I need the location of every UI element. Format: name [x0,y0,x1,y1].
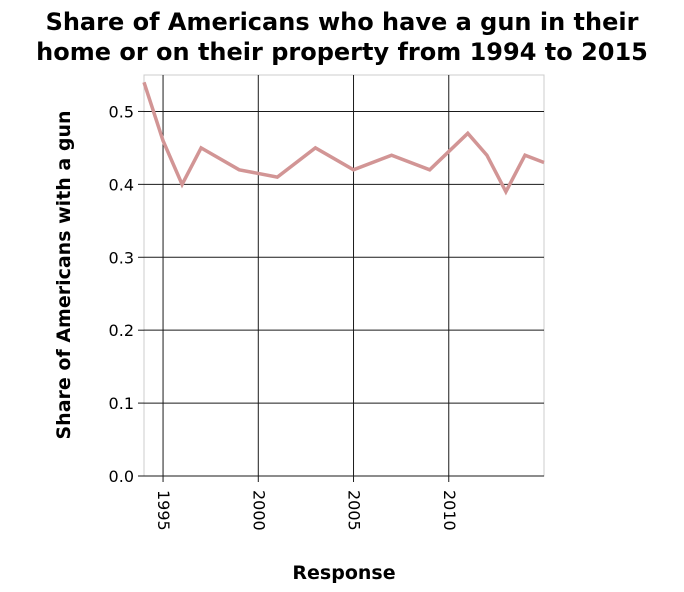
y-tick-label: 0.1 [109,394,134,413]
x-tick-label: 2005 [345,490,364,531]
y-tick-label: 0.4 [109,175,134,194]
x-tick-label: 2010 [440,490,459,531]
tick-labels: 0.0 0.1 0.2 0.3 0.4 0.5 1995 2000 2005 2010 [109,102,459,530]
x-tick-label: 1995 [154,490,173,531]
x-tick-label: 2000 [249,490,268,531]
chart-title-line-1: Share of Americans who have a gun in the… [46,8,639,36]
series-line [142,81,545,196]
chart-title-line-2: home or on their property from 1994 to 2… [36,38,648,66]
plot-area [143,74,545,477]
y-tick-label: 0.0 [109,467,134,486]
y-axis-label: Share of Americans with a gun [53,110,75,439]
grid-lines [138,75,544,482]
y-tick-label: 0.3 [109,248,134,267]
x-axis-label: Response [292,562,395,584]
series-lines [142,81,545,196]
y-tick-label: 0.2 [109,321,134,340]
y-tick-label: 0.5 [109,102,134,121]
